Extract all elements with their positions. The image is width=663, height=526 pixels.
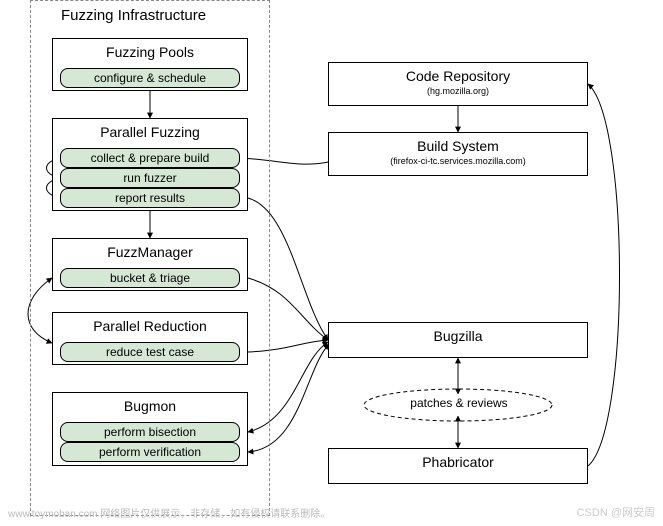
performVerification-pill: perform verification: [60, 442, 240, 462]
configureSchedule-pill: configure & schedule: [60, 68, 240, 88]
performBisection-pill: perform bisection: [60, 422, 240, 442]
codeRepo-box: Code Repository(hg.mozilla.org): [328, 62, 588, 106]
bugzilla-title: Bugzilla: [335, 327, 581, 345]
edge-phab-to-repo: [588, 84, 620, 466]
phabricator-box: Phabricator: [328, 448, 588, 484]
parallelReduction-title: Parallel Reduction: [59, 317, 241, 335]
buildSystem-title: Build System: [335, 137, 581, 155]
fuzzingPools-title: Fuzzing Pools: [59, 43, 241, 61]
bucketTriage-pill: bucket & triage: [60, 268, 240, 288]
reportResults-pill: report results: [60, 188, 240, 208]
patches-reviews-label: patches & reviews: [400, 394, 518, 416]
codeRepo-subtitle: (hg.mozilla.org): [335, 86, 581, 97]
fuzzing-infra-title: Fuzzing Infrastructure: [61, 7, 206, 24]
parallelFuzzing-title: Parallel Fuzzing: [59, 123, 241, 141]
bugzilla-box: Bugzilla: [328, 322, 588, 358]
phabricator-title: Phabricator: [335, 453, 581, 471]
collectBuild-pill: collect & prepare build: [60, 148, 240, 168]
codeRepo-title: Code Repository: [335, 67, 581, 85]
watermark-right: CSDN @网安周: [577, 504, 655, 520]
watermark-left: www.toymoban.com 网络图片仅供展示，非存储，如有侵权请联系删除。: [8, 505, 330, 520]
buildSystem-box: Build System(firefox-ci-tc.services.mozi…: [328, 132, 588, 176]
reduceTestCase-pill: reduce test case: [60, 342, 240, 362]
runFuzzer-pill: run fuzzer: [60, 168, 240, 188]
buildSystem-subtitle: (firefox-ci-tc.services.mozilla.com): [335, 156, 581, 167]
bugmon-title: Bugmon: [59, 397, 241, 415]
fuzzManager-title: FuzzManager: [59, 243, 241, 261]
